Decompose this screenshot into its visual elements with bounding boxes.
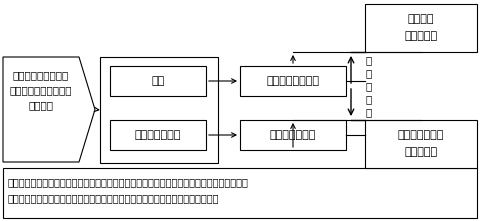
Text: とを「セット」で認識: とを「セット」で認識 xyxy=(10,85,72,95)
Text: 強: 強 xyxy=(366,94,372,104)
Text: 信用できる品質: 信用できる品質 xyxy=(270,130,316,140)
Bar xyxy=(3,168,477,218)
Text: 両: 両 xyxy=(366,55,372,65)
Text: している: している xyxy=(28,100,53,110)
Text: 面: 面 xyxy=(366,68,372,78)
Text: 識別できるマーク: 識別できるマーク xyxy=(266,76,320,86)
Text: を: を xyxy=(366,81,372,91)
Text: 識別力を: 識別力を xyxy=(408,14,434,24)
Text: ビス」の部分を申請の「区分に属する農林水産物等」に、それぞれ読み変える。: ビス」の部分を申請の「区分に属する農林水産物等」に、それぞれ読み変える。 xyxy=(8,193,219,203)
Bar xyxy=(365,120,477,168)
Text: 顧客は商品とマーク: 顧客は商品とマーク xyxy=(13,70,69,80)
Text: 化: 化 xyxy=(366,107,372,117)
Text: 品質への信用を: 品質への信用を xyxy=(398,130,444,140)
Text: 商標: 商標 xyxy=(151,76,165,86)
Bar xyxy=(240,120,346,150)
Text: 高める努力: 高める努力 xyxy=(405,147,438,157)
Bar xyxy=(110,66,206,96)
Text: 商品・サービス: 商品・サービス xyxy=(135,130,181,140)
Bar xyxy=(100,57,218,163)
Bar xyxy=(240,66,346,96)
Text: 注：「地理的表示」の場合は上図の「商標」の部分を「地理的表示＝名称」、「商品・サー: 注：「地理的表示」の場合は上図の「商標」の部分を「地理的表示＝名称」、「商品・サ… xyxy=(8,177,249,187)
Text: 高める努力: 高める努力 xyxy=(405,31,438,41)
Bar xyxy=(110,120,206,150)
Polygon shape xyxy=(3,57,95,162)
Bar xyxy=(365,4,477,52)
